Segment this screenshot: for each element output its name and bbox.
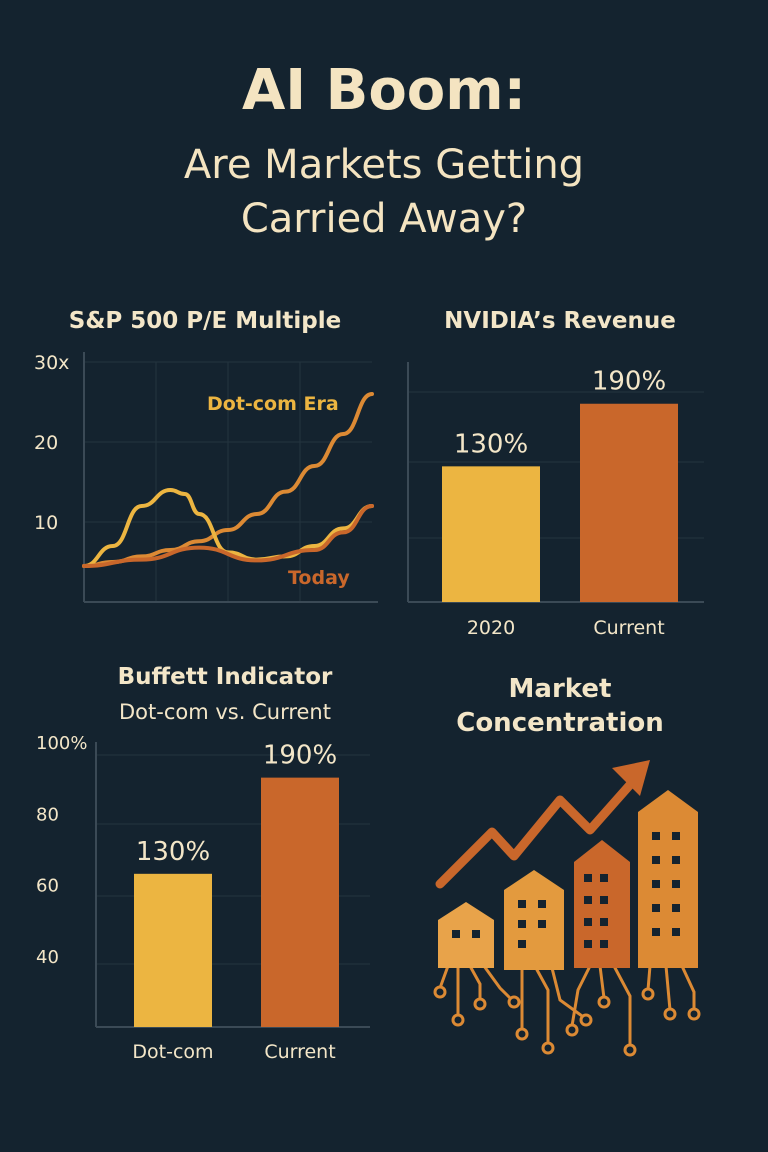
- pe-y-tick-label: 30x: [34, 352, 69, 374]
- pe-y-tick-label: 10: [34, 512, 58, 534]
- pe-annotation-today: Today: [288, 567, 350, 589]
- nvidia-data-label: 130%: [454, 429, 528, 459]
- buffett-category-label: Current: [264, 1041, 335, 1063]
- buffett-bar: [261, 777, 339, 1027]
- nvidia-data-label: 190%: [592, 367, 666, 397]
- nvidia-bar: [580, 403, 678, 602]
- buffett-y-tick-label: 80: [36, 804, 59, 825]
- concentration-title-line2: Concentration: [456, 708, 664, 738]
- nvidia-chart-title: NVIDIA’s Revenue: [444, 308, 676, 334]
- pe-series-line: [82, 392, 374, 568]
- pe-annotation-dotcom: Dot-com Era: [207, 393, 339, 415]
- nvidia-category-label: 2020: [467, 617, 515, 639]
- buffett-bar: [134, 873, 212, 1027]
- buffett-data-label: 190%: [263, 741, 337, 771]
- buffett-chart-subtitle: Dot-com vs. Current: [119, 700, 331, 724]
- nvidia-bar: [442, 466, 540, 602]
- pe-y-tick-label: 20: [34, 432, 58, 454]
- buffett-y-tick-label: 60: [36, 876, 59, 897]
- buffett-chart-title: Buffett Indicator: [117, 664, 333, 690]
- concentration-title-line1: Market: [508, 674, 612, 704]
- page-title-line3: Carried Away?: [240, 196, 528, 242]
- pe-chart-title: S&P 500 P/E Multiple: [68, 308, 342, 334]
- city-buildings-rising-arrow-circuit-icon: [433, 760, 701, 1057]
- pe-series-line: [82, 487, 374, 568]
- buffett-data-label: 130%: [136, 837, 210, 867]
- buffett-category-label: Dot-com: [132, 1041, 213, 1063]
- nvidia-category-label: Current: [593, 617, 664, 639]
- buffett-y-tick-label: 100%: [36, 733, 87, 754]
- page-title-line1: AI Boom:: [241, 58, 527, 123]
- pe-series-line: [82, 504, 374, 568]
- buffett-y-tick-label: 40: [36, 947, 59, 968]
- page-title-line2: Are Markets Getting: [183, 142, 585, 188]
